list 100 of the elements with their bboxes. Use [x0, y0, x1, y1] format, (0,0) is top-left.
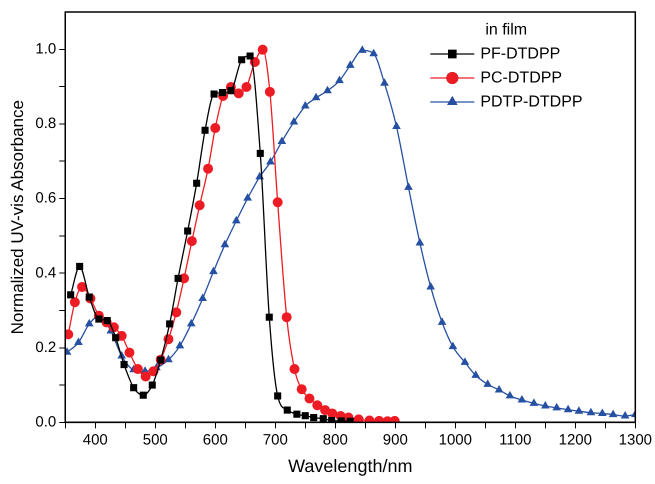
point [530, 398, 538, 406]
x-tick-label: 900 [382, 432, 408, 449]
point [494, 384, 504, 392]
x-tick-label: 800 [322, 432, 348, 449]
y-tick-label: 0.4 [35, 264, 56, 282]
point [238, 56, 246, 64]
point [184, 227, 192, 235]
point [218, 89, 226, 96]
point [310, 414, 318, 422]
point [209, 266, 218, 274]
point [148, 382, 156, 389]
point [392, 122, 401, 130]
point [241, 82, 252, 92]
point [564, 404, 572, 412]
point [506, 390, 514, 398]
x-tick-label: 400 [82, 432, 108, 449]
point [620, 411, 630, 419]
point [76, 262, 84, 270]
point [67, 291, 74, 298]
point [290, 117, 298, 125]
x-tick-label: 700 [262, 432, 288, 449]
y-tick-label: 0.2 [35, 338, 56, 356]
point [234, 88, 244, 98]
point [243, 193, 252, 201]
point [232, 216, 241, 224]
point [574, 406, 584, 414]
point [194, 200, 205, 210]
point [416, 238, 424, 246]
point [312, 92, 320, 100]
x-tick-label: 1200 [558, 432, 592, 449]
point [210, 123, 220, 134]
point [274, 392, 282, 400]
point [258, 44, 268, 55]
point [284, 406, 291, 414]
legend-label: PC-DTDPP [480, 69, 562, 86]
point [426, 282, 436, 290]
point [293, 410, 300, 418]
x-axis-title: Wavelength/nm [288, 456, 412, 476]
point [104, 317, 111, 324]
point [74, 338, 83, 346]
point [266, 156, 275, 164]
point [358, 45, 367, 53]
point [598, 408, 607, 416]
point [518, 395, 526, 403]
y-tick-label: 0.6 [35, 190, 56, 207]
y-axis-title: Normalized UV-vis Absorbance [8, 100, 27, 334]
point [198, 294, 207, 302]
y-tick-label: 0.8 [35, 115, 56, 132]
point [354, 414, 364, 422]
point [124, 348, 134, 358]
point [302, 412, 309, 420]
point [132, 364, 143, 374]
point [448, 342, 458, 350]
point [323, 86, 332, 94]
point [220, 240, 230, 248]
point [166, 320, 174, 328]
point [540, 400, 550, 408]
point [186, 318, 196, 326]
point [70, 297, 80, 308]
point [380, 78, 389, 86]
point [266, 314, 273, 321]
point [112, 334, 120, 342]
point [320, 415, 327, 422]
point [203, 164, 214, 174]
point [193, 180, 200, 187]
point [404, 182, 413, 190]
point [84, 318, 94, 326]
x-tick-label: 1100 [499, 432, 532, 449]
point [471, 370, 480, 378]
x-tick-label: 1300 [618, 432, 652, 449]
point [369, 48, 378, 56]
point [460, 357, 470, 365]
point [77, 282, 88, 292]
point [164, 354, 173, 362]
point [483, 379, 492, 387]
point [202, 126, 209, 134]
x-tick-label: 500 [142, 432, 168, 449]
point [272, 197, 283, 208]
point [296, 384, 307, 394]
point [300, 101, 310, 109]
point [120, 361, 128, 368]
y-tick-label: 1.0 [35, 40, 56, 58]
point [282, 312, 292, 322]
point [140, 372, 151, 382]
legend-label: PDTP-DTDPP [480, 93, 583, 110]
point [176, 340, 184, 348]
point [86, 294, 93, 301]
point [586, 408, 596, 416]
point [289, 364, 300, 374]
point [278, 136, 286, 144]
point [174, 274, 182, 282]
point [264, 86, 275, 97]
point [130, 384, 138, 392]
legend-label: PF-DTDPP [480, 45, 560, 62]
point [227, 87, 234, 94]
point [210, 90, 218, 98]
point [346, 60, 355, 68]
point [312, 400, 322, 410]
point [304, 394, 314, 404]
point [95, 316, 102, 323]
